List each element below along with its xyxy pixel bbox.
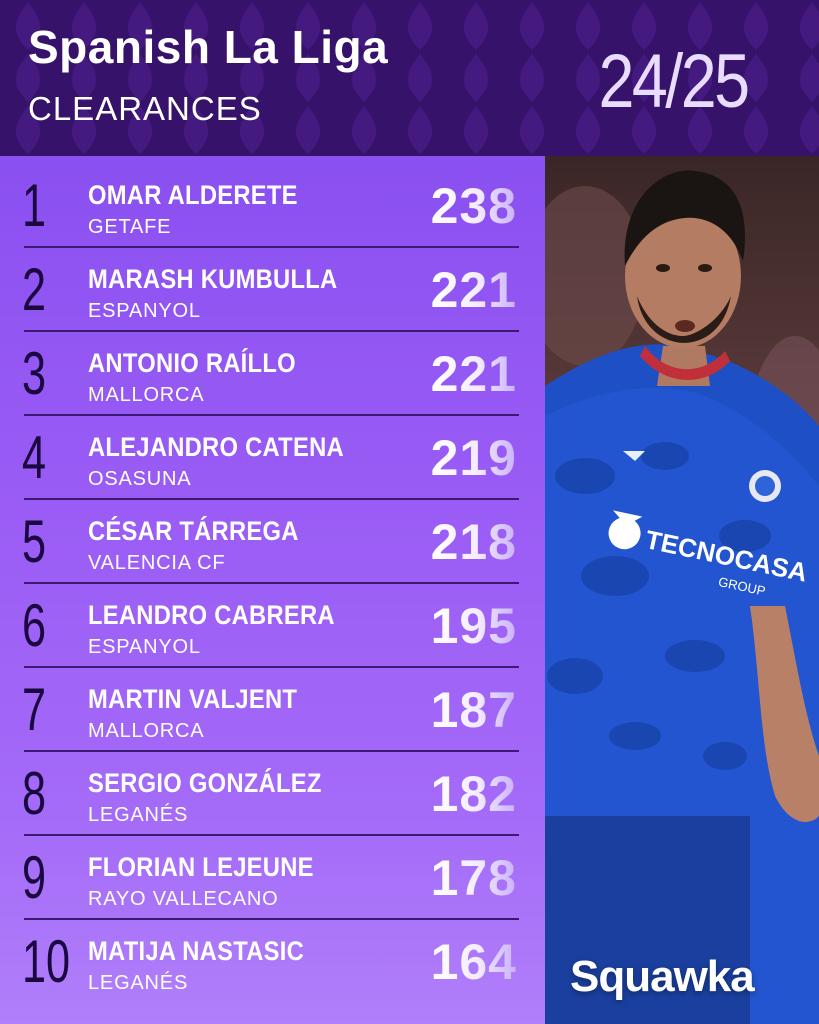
stat-value: 182 [430, 766, 517, 822]
row-divider [24, 246, 519, 248]
rank-number: 1 [22, 172, 47, 239]
leaderboard-list: 1 OMAR ALDERETE GETAFE 238 2 MARASH KUMB… [0, 156, 545, 1024]
list-item: 5 CÉSAR TÁRREGA VALENCIA CF 218 [0, 500, 545, 584]
club-name: MALLORCA [88, 720, 205, 742]
row-divider [24, 414, 519, 416]
stat-value: 221 [430, 346, 517, 402]
row-divider [24, 666, 519, 668]
rank-number: 5 [22, 508, 47, 575]
row-divider [24, 498, 519, 500]
list-item: 4 ALEJANDRO CATENA OSASUNA 219 [0, 416, 545, 500]
club-name: GETAFE [88, 216, 172, 238]
player-name: FLORIAN LEJEUNE [88, 852, 314, 882]
player-name: OMAR ALDERETE [88, 180, 298, 210]
header-pattern [0, 0, 819, 156]
stat-value: 164 [430, 934, 517, 990]
stat-value: 195 [430, 598, 517, 654]
stat-value: 238 [430, 178, 517, 234]
player-name: MATIJA NASTASIC [88, 936, 305, 966]
club-name: LEGANÉS [88, 972, 189, 994]
player-name: CÉSAR TÁRREGA [88, 516, 299, 546]
club-name: ESPANYOL [88, 300, 201, 322]
rank-number: 9 [22, 844, 47, 911]
rank-number: 3 [22, 340, 47, 407]
row-divider [24, 834, 519, 836]
stat-value: 221 [430, 262, 517, 318]
row-divider [24, 750, 519, 752]
player-name: SERGIO GONZÁLEZ [88, 768, 322, 798]
list-item: 3 ANTONIO RAÍLLO MALLORCA 221 [0, 332, 545, 416]
list-item: 1 OMAR ALDERETE GETAFE 238 [0, 164, 545, 248]
club-name: RAYO VALLECANO [88, 888, 279, 910]
club-name: ESPANYOL [88, 636, 201, 658]
row-divider [24, 918, 519, 920]
player-name: ALEJANDRO CATENA [88, 432, 344, 462]
list-item: 10 MATIJA NASTASIC LEGANÉS 164 [0, 920, 545, 1004]
rank-number: 6 [22, 592, 47, 659]
page-title: Spanish La Liga [28, 21, 389, 73]
club-name: VALENCIA CF [88, 552, 226, 574]
list-item: 6 LEANDRO CABRERA ESPANYOL 195 [0, 584, 545, 668]
club-name: LEGANÉS [88, 804, 189, 826]
player-name: MARASH KUMBULLA [88, 264, 338, 294]
row-divider [24, 582, 519, 584]
stat-value: 178 [430, 850, 517, 906]
rank-number: 4 [22, 424, 47, 491]
stat-value: 187 [430, 682, 517, 738]
rank-number: 7 [22, 676, 47, 743]
squawka-logo: Squawka [570, 952, 755, 1001]
season-label: 24/25 [598, 39, 750, 124]
stat-value: 219 [430, 430, 517, 486]
stat-value: 218 [430, 514, 517, 570]
stat-subtitle: CLEARANCES [28, 90, 262, 127]
player-photo: TECNOCASA GROUP [545, 156, 819, 1024]
player-name: LEANDRO CABRERA [88, 600, 335, 630]
player-name: ANTONIO RAÍLLO [88, 348, 296, 378]
header-banner: Spanish La Liga CLEARANCES 24/25 [0, 0, 819, 156]
club-name: MALLORCA [88, 384, 205, 406]
player-name: MARTIN VALJENT [88, 684, 298, 714]
row-divider [24, 330, 519, 332]
player-illustration: TECNOCASA GROUP [545, 170, 819, 1024]
list-item: 2 MARASH KUMBULLA ESPANYOL 221 [0, 248, 545, 332]
list-item: 9 FLORIAN LEJEUNE RAYO VALLECANO 178 [0, 836, 545, 920]
club-name: OSASUNA [88, 468, 192, 490]
rank-number: 8 [22, 760, 47, 827]
list-item: 8 SERGIO GONZÁLEZ LEGANÉS 182 [0, 752, 545, 836]
rank-number: 2 [22, 256, 47, 323]
list-item: 7 MARTIN VALJENT MALLORCA 187 [0, 668, 545, 752]
rank-number: 10 [22, 928, 71, 995]
